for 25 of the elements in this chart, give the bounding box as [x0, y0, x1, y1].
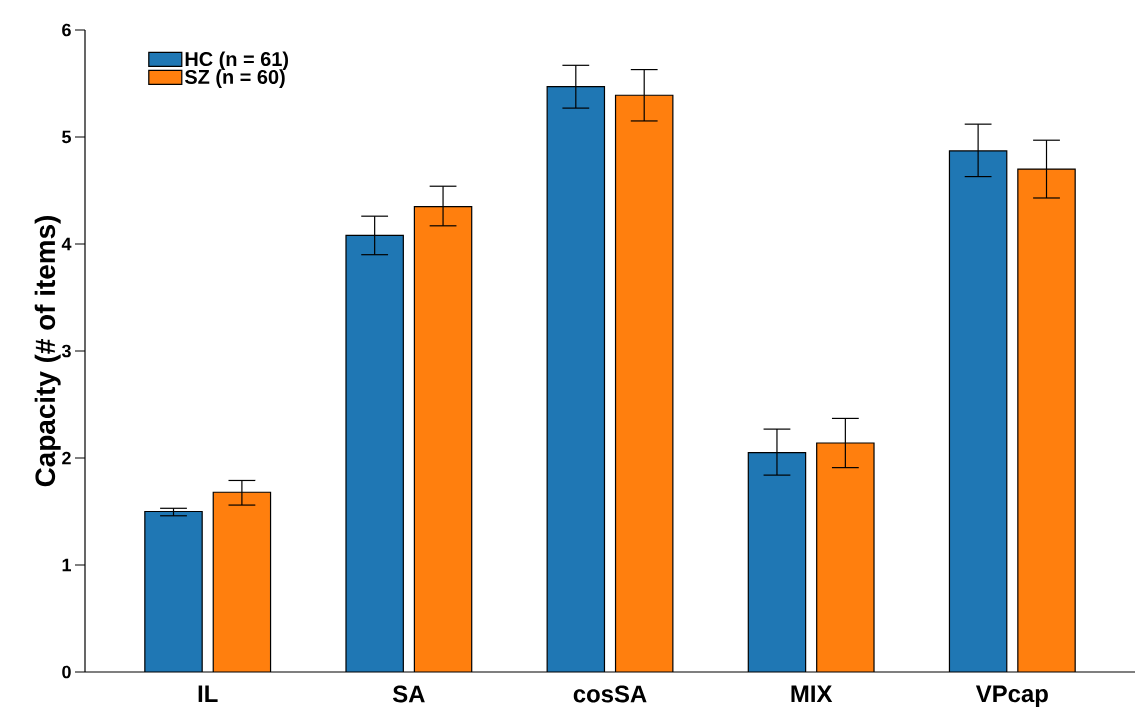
y-tick-label: 2 — [62, 451, 71, 465]
bar — [1017, 168, 1076, 672]
x-tick-label: VPcap — [975, 685, 1048, 707]
x-tick-label: IL — [198, 685, 218, 702]
bar — [615, 95, 673, 672]
legend-label: HC (n = 61) — [185, 51, 288, 71]
y-tick-label: 1 — [62, 558, 71, 572]
y-tick-label: 0 — [62, 665, 71, 679]
bar — [748, 452, 806, 672]
y-tick-label: 4 — [61, 237, 72, 251]
bar — [346, 235, 404, 672]
x-tick-label: MIX — [791, 685, 833, 702]
bar — [144, 511, 203, 672]
bar — [547, 86, 605, 672]
y-tick-label: 5 — [62, 130, 71, 144]
legend-label: SZ (n = 60) — [184, 69, 285, 88]
x-tick-label: cosSA — [573, 685, 647, 703]
bar — [414, 206, 472, 672]
y-tick-label: 6 — [62, 23, 71, 37]
y-tick-label: 3 — [61, 344, 71, 358]
bar — [948, 150, 1008, 672]
y-axis-title: Capacity (# of items) — [34, 216, 61, 487]
bar — [816, 443, 875, 672]
x-tick-label: SA — [392, 685, 425, 703]
bar — [213, 492, 271, 672]
